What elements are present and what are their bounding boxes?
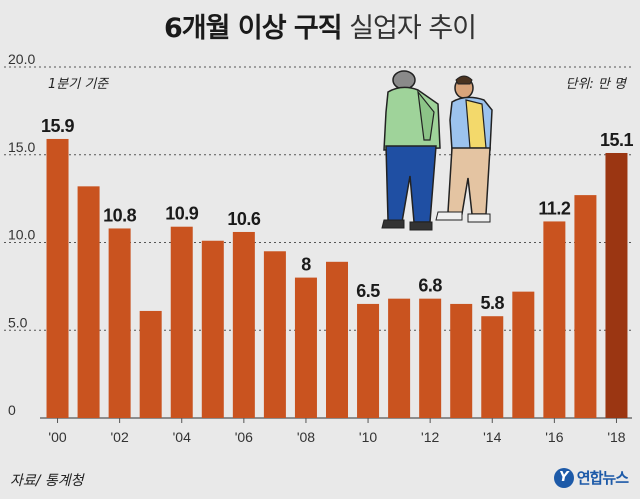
logo-text: 연합뉴스 (576, 469, 629, 487)
x-tick-label: '14 (483, 429, 501, 445)
bar-value-label: 6.5 (356, 281, 380, 301)
x-tick-label: '18 (607, 429, 625, 445)
y-tick-label: 5.0 (8, 314, 28, 330)
y-tick-label: 0 (8, 402, 16, 418)
bar-value-label: 6.8 (418, 276, 442, 296)
bar-2005 (201, 240, 224, 418)
x-tick-label: '00 (48, 429, 66, 445)
x-tick-label: '06 (235, 429, 253, 445)
bar-value-label: 10.6 (227, 209, 261, 229)
bar-2004 (170, 226, 193, 418)
x-tick-label: '04 (173, 429, 191, 445)
y-tick-label: 20.0 (8, 51, 35, 67)
bar-2001 (77, 186, 100, 418)
x-tick-label: '10 (359, 429, 377, 445)
unit-note: 단위: 만 명 (565, 77, 627, 92)
chart-title: 6개월 이상 구직 실업자 추이 (0, 6, 640, 45)
chart-title-light: 실업자 추이 (349, 13, 477, 44)
bar-2012 (419, 298, 442, 418)
y-axis-tick-labels: 0 5.0 10.0 15.0 20.0 (8, 51, 35, 418)
bar-2007 (263, 251, 286, 418)
x-axis-ticks: '00 '02 '04 '06 '08 '10 '12 '14 '16 '18 (48, 418, 626, 445)
y-tick-label: 10.0 (8, 227, 35, 243)
bar-value-label: 15.9 (41, 116, 75, 136)
bar-2003 (139, 310, 162, 418)
yonhap-logo: Y 연합뉴스 (553, 467, 629, 488)
bar-value-label: 10.9 (165, 204, 199, 224)
x-tick-label: '12 (421, 429, 439, 445)
bar-2010 (357, 303, 380, 418)
chart-title-bold: 6개월 이상 구직 (163, 13, 343, 44)
bar-value-label: 5.8 (480, 293, 504, 313)
bar-2006 (232, 231, 255, 418)
bar-value-labels: 15.9 10.8 10.9 10.6 8 6.5 6.8 5.8 11.2 15.1 (41, 116, 634, 313)
x-tick-label: '02 (111, 429, 129, 445)
bar-value-label: 10.8 (103, 205, 137, 225)
bar-2011 (388, 298, 411, 418)
bar-2002 (108, 228, 131, 418)
bars (46, 138, 628, 418)
bar-2016 (543, 221, 566, 418)
bar-2000 (46, 138, 69, 418)
bar-2014 (481, 316, 504, 418)
bar-2017 (574, 195, 597, 418)
y-tick-label: 15.0 (8, 139, 35, 155)
logo-mark-icon: Y (553, 467, 574, 488)
x-tick-label: '08 (297, 429, 315, 445)
bar-value-label: 8 (301, 255, 311, 275)
basis-note: 1분기 기준 (48, 77, 109, 92)
two-men-standing-icon (381, 70, 493, 231)
bar-value-label: 11.2 (538, 198, 571, 218)
x-tick-label: '16 (545, 429, 563, 445)
bar-2013 (450, 303, 473, 418)
bar-2018 (605, 152, 628, 418)
bar-2015 (512, 291, 535, 418)
bar-value-label: 15.1 (600, 130, 634, 150)
source-note: 자료/ 통계청 (10, 473, 84, 489)
bar-2008 (294, 277, 317, 418)
bar-2009 (326, 261, 348, 418)
